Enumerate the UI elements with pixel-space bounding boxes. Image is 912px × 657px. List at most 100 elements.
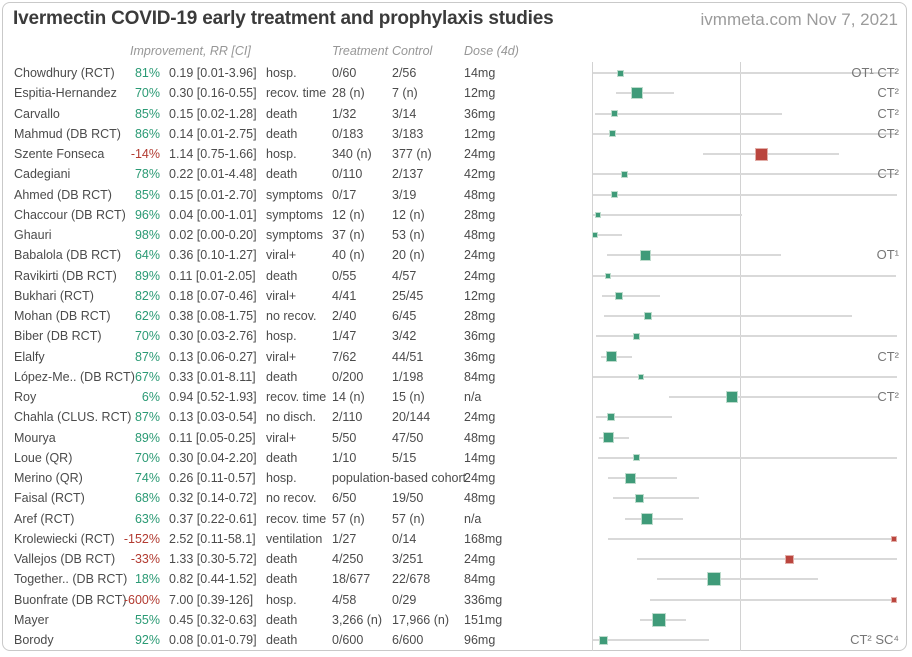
- study-row: Together.. (DB RCT) 18% 0.82 [0.44-1.52] de…: [0, 569, 912, 589]
- control-count: 3/14: [392, 106, 417, 121]
- effect-marker: [652, 613, 665, 626]
- rr-ci-value: 0.26 [0.11-0.57]: [169, 471, 256, 485]
- outcome-label: recov. time: [266, 511, 327, 526]
- study-name: Aref (RCT): [14, 511, 75, 526]
- outcome-label: death: [266, 572, 298, 587]
- study-note: CT² SC⁴: [850, 632, 899, 647]
- rr-ci-value: 0.94 [0.52-1.93]: [169, 390, 257, 404]
- effect-marker: [707, 573, 720, 586]
- improvement-pct: 74%: [134, 471, 160, 485]
- dose-value: 48mg: [464, 228, 496, 242]
- control-count: 53 (n): [392, 228, 425, 242]
- outcome-label: viral+: [266, 349, 297, 364]
- study-row: Ahmed (DB RCT) 85% 0.15 [0.01-2.70] symptom…: [0, 185, 912, 205]
- rr-ci-value: 0.15 [0.01-2.70]: [169, 187, 257, 202]
- ci-line: [703, 153, 839, 156]
- study-name: Babalola (DB RCT): [14, 248, 121, 263]
- treatment-count: 0/110: [332, 167, 363, 182]
- treatment-count: 0/60: [332, 66, 357, 80]
- rr-ci-value: 0.11 [0.01-2.05]: [169, 268, 256, 283]
- rr-ci-value: 0.22 [0.01-4.48]: [169, 167, 257, 182]
- treatment-count: 4/41: [332, 288, 357, 303]
- study-row: Chaccour (DB RCT) 96% 0.04 [0.00-1.01] symp…: [0, 205, 912, 225]
- outcome-label: recov. time: [266, 390, 327, 404]
- treatment-count: 5/50: [332, 430, 357, 445]
- ci-line: [599, 436, 630, 439]
- control-count: 7 (n): [392, 86, 418, 101]
- improvement-pct: 96%: [134, 207, 160, 222]
- rr-ci-value: 0.32 [0.14-0.72]: [169, 491, 257, 506]
- study-row: Buonfrate (DB RCT) -600% 7.00 [0.39-126] ho…: [0, 590, 912, 610]
- study-name: Mohan (DB RCT): [14, 309, 111, 323]
- dose-value: 151mg: [464, 612, 503, 627]
- improvement-pct: -14%: [130, 147, 160, 161]
- treatment-count: 6/50: [332, 491, 357, 506]
- study-row: Faisal (RCT) 68% 0.32 [0.14-0.72] no recov.…: [0, 488, 912, 508]
- dose-value: 28mg: [464, 309, 496, 323]
- rr-ci-value: 0.11 [0.05-0.25]: [169, 430, 256, 445]
- dose-value: 24mg: [464, 552, 496, 566]
- study-name: Chahla (CLUS. RCT): [14, 410, 132, 425]
- dose-value: 36mg: [464, 106, 496, 121]
- treatment-count: 3,266 (n): [332, 612, 383, 627]
- dose-value: 12mg: [464, 126, 496, 141]
- study-name: Elalfy: [14, 349, 45, 364]
- page-title: Ivermectin COVID-19 early treatment and …: [13, 8, 554, 29]
- dose-value: 336mg: [464, 592, 503, 607]
- improvement-pct: 6%: [141, 390, 160, 404]
- treatment-count: 0/55: [332, 268, 357, 283]
- study-row: Espitia-Hernandez 70% 0.30 [0.16-0.55] reco…: [0, 83, 912, 103]
- effect-marker: [639, 374, 643, 379]
- control-count: 20/144: [392, 410, 431, 425]
- rr-ci-value: 0.36 [0.10-1.27]: [169, 248, 257, 263]
- treatment-count: 1/10: [332, 450, 357, 465]
- control-count: 4/57: [392, 268, 417, 283]
- outcome-label: death: [266, 106, 298, 121]
- study-row: Chowdhury (RCT) 81% 0.19 [0.01-3.96] hosp. 0…: [0, 63, 912, 83]
- study-name: Mayer: [14, 612, 49, 627]
- dose-value: 24mg: [464, 248, 496, 263]
- rr-ci-value: 0.82 [0.44-1.52]: [169, 572, 257, 587]
- study-name: Together.. (DB RCT): [14, 572, 128, 587]
- improvement-pct: 63%: [134, 511, 160, 526]
- improvement-pct: 86%: [134, 126, 160, 141]
- study-name: Carvallo: [14, 106, 60, 121]
- column-header-treatment: Treatment: [332, 44, 389, 58]
- improvement-pct: 81%: [134, 66, 160, 80]
- ci-line: [593, 375, 897, 378]
- effect-marker: [634, 455, 640, 461]
- dose-value: 28mg: [464, 207, 496, 222]
- effect-marker: [603, 433, 613, 443]
- rr-ci-value: 0.18 [0.07-0.46]: [169, 288, 257, 303]
- ci-line: [593, 193, 897, 196]
- improvement-pct: 67%: [134, 369, 160, 384]
- dose-value: 14mg: [464, 66, 496, 80]
- study-row: Szente Fonseca -14% 1.14 [0.75-1.66] hosp. 3…: [0, 144, 912, 164]
- control-count: 3/251: [392, 552, 424, 566]
- outcome-label: symptoms: [266, 187, 323, 202]
- study-row: Biber (DB RCT) 70% 0.30 [0.03-2.76] hosp. 1/…: [0, 326, 912, 346]
- rr-ci-value: 0.37 [0.22-0.61]: [169, 511, 257, 526]
- study-row: Elalfy 87% 0.13 [0.06-0.27] viral+ 7/62 44/51…: [0, 347, 912, 367]
- improvement-pct: -600%: [123, 592, 160, 607]
- rr-ci-value: 0.30 [0.04-2.20]: [169, 450, 257, 465]
- rr-ci-value: 0.08 [0.01-0.79]: [169, 633, 257, 647]
- study-row: Mourya 89% 0.11 [0.05-0.25] viral+ 5/50 47/50…: [0, 428, 912, 448]
- rr-ci-value: 1.33 [0.30-5.72]: [169, 552, 257, 566]
- study-name: Krolewiecki (RCT): [14, 531, 115, 546]
- study-row: Krolewiecki (RCT) -152% 2.52 [0.11-58.1] ve…: [0, 529, 912, 549]
- study-row: Aref (RCT) 63% 0.37 [0.22-0.61] recov. time…: [0, 509, 912, 529]
- treatment-count: 14 (n): [332, 390, 365, 404]
- study-name: Buonfrate (DB RCT): [14, 592, 127, 607]
- ci-line: [636, 558, 897, 561]
- effect-marker: [640, 250, 650, 260]
- treatment-count: 57 (n): [332, 511, 365, 526]
- effect-marker: [636, 494, 644, 502]
- study-row: Ravikirti (DB RCT) 89% 0.11 [0.01-2.05] dea…: [0, 266, 912, 286]
- improvement-pct: 87%: [134, 349, 160, 364]
- study-row: López-Me.. (DB RCT) 67% 0.33 [0.01-8.11] de…: [0, 367, 912, 387]
- study-row: Mohan (DB RCT) 62% 0.38 [0.08-1.75] no reco…: [0, 306, 912, 326]
- control-count: 2/56: [392, 66, 417, 80]
